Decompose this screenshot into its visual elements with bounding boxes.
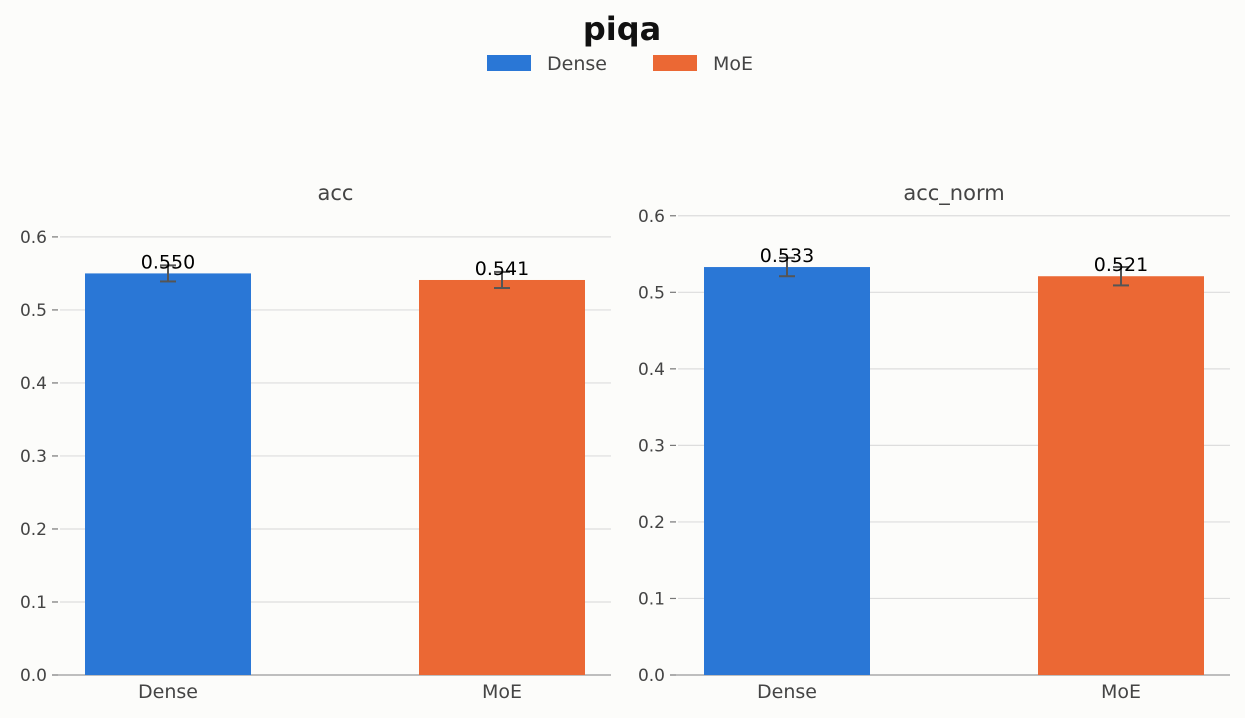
legend-label-dense: Dense xyxy=(547,53,607,75)
y-tick-label: 0.1 xyxy=(20,593,47,613)
panel-title: acc_norm xyxy=(903,181,1004,206)
panel-acc: acc 0.0 0.1 0.2 0.3 0.4 0.5 0.6 0.550 Dense 0.541 M… xyxy=(20,181,611,703)
y-tick-label: 0.4 xyxy=(638,360,665,380)
y-tick-label: 0.4 xyxy=(20,374,47,394)
y-tick-label: 0.0 xyxy=(638,666,665,686)
y-tick-label: 0.3 xyxy=(20,447,47,467)
y-tick-label: 0.6 xyxy=(638,207,665,227)
y-tick-label: 0.2 xyxy=(20,520,47,540)
x-tick-label: Dense xyxy=(757,681,817,703)
bar-dense xyxy=(704,267,870,675)
x-tick-label: Dense xyxy=(138,681,198,703)
y-tick-label: 0.2 xyxy=(638,513,665,533)
y-tick-label: 0.3 xyxy=(638,436,665,456)
legend-swatch-dense xyxy=(487,55,531,71)
y-tick-label: 0.5 xyxy=(638,283,665,303)
y-tick-label: 0.5 xyxy=(20,301,47,321)
x-tick-label: MoE xyxy=(482,681,522,703)
y-tick-label: 0.6 xyxy=(20,228,47,248)
bar-moe xyxy=(1038,276,1204,675)
legend-swatch-moe xyxy=(653,55,697,71)
value-label: 0.533 xyxy=(760,245,814,267)
bar-dense xyxy=(85,273,251,675)
figure-title: piqa xyxy=(583,10,661,48)
value-label: 0.541 xyxy=(475,258,529,280)
legend-label-moe: MoE xyxy=(713,53,753,75)
x-tick-label: MoE xyxy=(1101,681,1141,703)
y-tick-label: 0.1 xyxy=(638,589,665,609)
panel-title: acc xyxy=(318,181,354,205)
value-label: 0.550 xyxy=(141,251,195,273)
panel-acc-norm: acc_norm 0.0 0.1 0.2 0.3 0.4 0.5 0.6 0.533 Dense 0… xyxy=(638,181,1230,703)
legend: Dense MoE xyxy=(487,53,753,75)
bar-moe xyxy=(419,279,585,675)
value-label: 0.521 xyxy=(1094,254,1148,276)
y-tick-label: 0.0 xyxy=(20,666,47,686)
